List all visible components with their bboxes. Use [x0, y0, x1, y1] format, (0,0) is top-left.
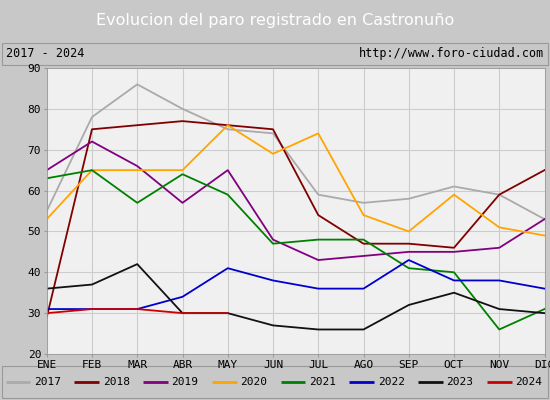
Bar [2, 43, 548, 64]
Text: 2017 - 2024: 2017 - 2024 [6, 47, 84, 60]
Text: http://www.foro-ciudad.com: http://www.foro-ciudad.com [359, 47, 544, 60]
Text: 2024: 2024 [515, 377, 542, 387]
Text: 2019: 2019 [172, 377, 199, 387]
Text: 2021: 2021 [309, 377, 336, 387]
Text: 2023: 2023 [447, 377, 474, 387]
Text: 2017: 2017 [34, 377, 61, 387]
Text: Evolucion del paro registrado en Castronuño: Evolucion del paro registrado en Castron… [96, 14, 454, 28]
Text: 2018: 2018 [103, 377, 130, 387]
Text: 2022: 2022 [378, 377, 405, 387]
Text: 2020: 2020 [240, 377, 267, 387]
